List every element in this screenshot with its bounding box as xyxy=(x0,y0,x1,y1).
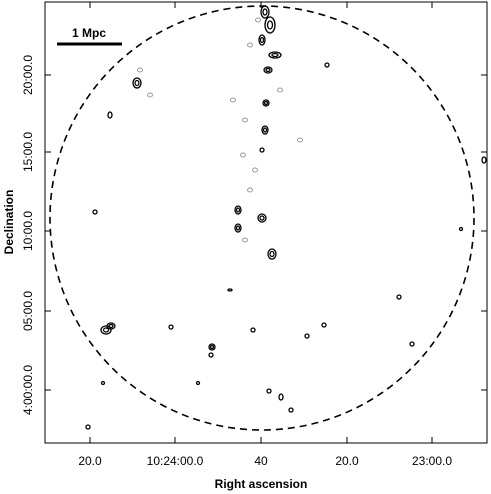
x-tick-label: 40 xyxy=(254,454,268,468)
faint-contour xyxy=(242,237,248,243)
faint-contour xyxy=(147,92,153,98)
contour xyxy=(235,207,241,213)
contour xyxy=(262,127,268,133)
x-axis-title: Right ascension xyxy=(215,477,308,491)
contour xyxy=(250,327,256,333)
contour xyxy=(266,20,274,30)
contour xyxy=(195,380,201,386)
contour xyxy=(321,322,327,328)
x-tick-label: 20.0 xyxy=(78,454,102,468)
contour xyxy=(481,156,487,164)
contour xyxy=(264,16,276,34)
y-axis-title: Declination xyxy=(2,190,16,255)
contour xyxy=(324,62,330,68)
x-tick-label: 20.0 xyxy=(335,454,359,468)
aperture-circle xyxy=(49,5,475,431)
faint-contour xyxy=(252,167,258,173)
contour xyxy=(234,223,242,233)
faint-contour xyxy=(247,42,253,48)
contour xyxy=(259,36,265,44)
contour xyxy=(263,100,269,106)
contour xyxy=(100,325,112,335)
contour xyxy=(262,8,268,16)
contours xyxy=(85,5,487,430)
contour xyxy=(288,407,294,413)
faint-contour xyxy=(247,187,253,193)
faint-contour xyxy=(242,117,248,123)
contour xyxy=(209,344,215,350)
contour xyxy=(259,147,265,153)
y-tick-label: 4:00:00.0 xyxy=(21,365,35,415)
contour xyxy=(258,34,266,46)
contour xyxy=(208,352,214,358)
contour xyxy=(271,52,279,58)
faint-contour xyxy=(137,67,143,73)
faint-contour xyxy=(277,87,283,93)
contour xyxy=(260,5,270,19)
contour xyxy=(168,324,174,330)
y-tick-label: 20:00.0 xyxy=(21,55,35,95)
contour xyxy=(208,343,216,351)
contour xyxy=(278,393,284,401)
contour xyxy=(85,424,91,430)
contour xyxy=(266,388,272,394)
contour xyxy=(262,99,270,107)
contour xyxy=(257,213,267,223)
faint-contour xyxy=(255,17,261,23)
plot-frame xyxy=(44,1,488,444)
x-tick-label: 10:24:00.0 xyxy=(147,454,204,468)
faint-contour xyxy=(240,152,246,158)
contour xyxy=(234,205,242,215)
contour xyxy=(106,322,116,330)
contour xyxy=(100,380,106,386)
contour xyxy=(396,294,402,300)
x-tick-label: 23:00.0 xyxy=(412,454,452,468)
faint-contour xyxy=(230,97,236,103)
contour xyxy=(132,77,142,89)
contour xyxy=(267,248,277,260)
contour xyxy=(108,323,114,329)
faint-contour xyxy=(297,137,303,143)
contour xyxy=(102,327,110,333)
y-tick-label: 15:00.0 xyxy=(21,132,35,172)
y-tick-label: 05:00.0 xyxy=(21,291,35,331)
contour xyxy=(458,226,464,232)
y-tick-label: 10:00.0 xyxy=(21,211,35,251)
contour xyxy=(261,125,269,135)
contour xyxy=(134,79,140,87)
contour xyxy=(304,333,310,339)
contour xyxy=(265,67,271,73)
contour xyxy=(409,341,415,347)
contour xyxy=(269,250,275,258)
scale-bar-label: 1 Mpc xyxy=(72,26,106,40)
contour xyxy=(235,225,241,231)
contour xyxy=(92,209,98,215)
contour xyxy=(227,288,233,292)
contour xyxy=(263,66,273,74)
contour xyxy=(107,111,113,119)
contour xyxy=(268,51,282,59)
contour xyxy=(259,215,265,221)
